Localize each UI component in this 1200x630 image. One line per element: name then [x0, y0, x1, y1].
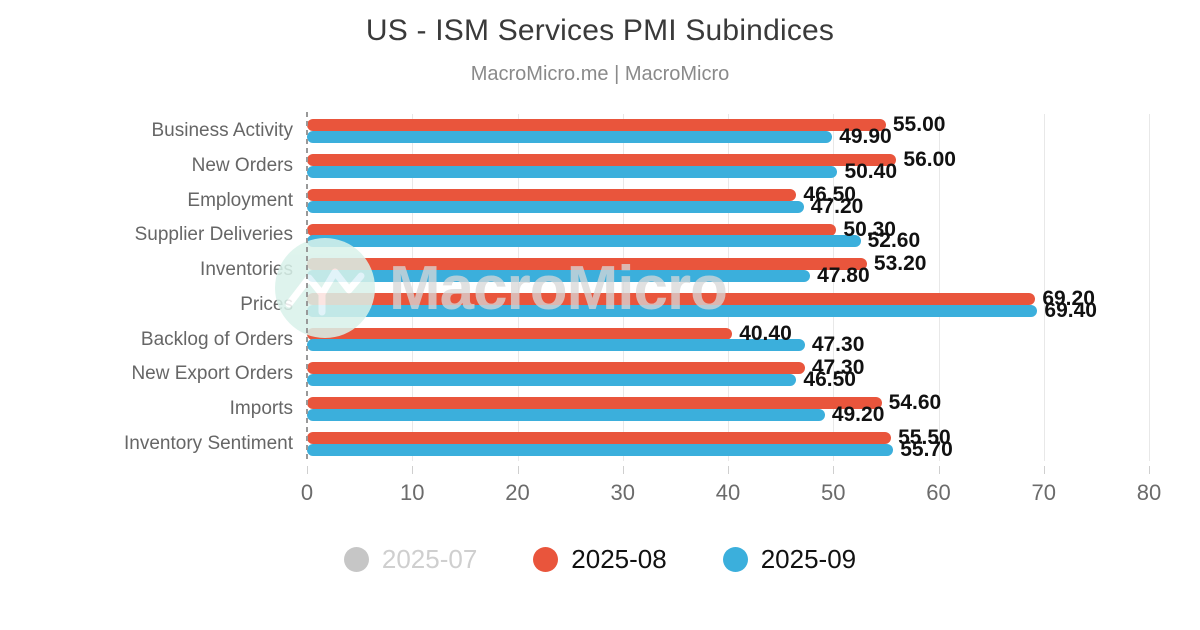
- bar[interactable]: [307, 374, 797, 387]
- gridline: [622, 114, 624, 461]
- gridline: [938, 114, 940, 461]
- x-axis-tick: [622, 466, 624, 474]
- x-axis-tick-label: 10: [400, 480, 425, 505]
- y-axis-label: Backlog of Orders: [140, 328, 293, 350]
- x-axis-tick-label: 40: [715, 480, 741, 505]
- legend-item[interactable]: 2025-09: [722, 544, 857, 575]
- bar-value-label: 55.50: [898, 425, 951, 449]
- y-axis-label: Inventory Sentiment: [124, 432, 293, 454]
- chart-title: US - ISM Services PMI Subindices: [365, 14, 835, 47]
- x-axis-tick: [412, 466, 414, 474]
- x-axis-tick-label: 70: [1031, 480, 1056, 505]
- bar[interactable]: [307, 223, 837, 236]
- y-axis-label: Supplier Deliveries: [134, 224, 293, 246]
- bar-value-label: 47.30: [811, 356, 865, 380]
- bar[interactable]: [307, 304, 1038, 317]
- bar[interactable]: [307, 235, 861, 248]
- x-axis-tick: [938, 466, 940, 474]
- legend[interactable]: 2025-07 2025-08 2025-09: [0, 544, 1200, 575]
- legend-label: 2025-07: [381, 544, 478, 574]
- legend-label: 2025-08: [571, 544, 667, 574]
- bar[interactable]: [307, 188, 797, 201]
- bar-value-label: 40.40: [739, 321, 792, 345]
- bar-value-label: 49.20: [831, 402, 885, 426]
- x-axis-tick-label: 30: [610, 480, 635, 505]
- gridline: [833, 114, 835, 461]
- y-axis-label: Employment: [187, 189, 293, 211]
- bar-value-label: 69.20: [1042, 286, 1095, 310]
- bar-value-label: 47.20: [810, 194, 864, 218]
- y-axis-label: Business Activity: [151, 120, 294, 142]
- bar[interactable]: [307, 131, 833, 144]
- legend-item[interactable]: 2025-08: [533, 544, 667, 575]
- bar-value-label: 55.00: [892, 113, 946, 137]
- bar[interactable]: [307, 165, 838, 178]
- bar[interactable]: [307, 362, 805, 375]
- bar-value-label: 56.00: [903, 148, 956, 172]
- bar-value-label: 53.20: [873, 252, 927, 276]
- bar[interactable]: [307, 154, 897, 167]
- x-axis-tick: [307, 466, 308, 474]
- gridline: [412, 114, 414, 461]
- x-axis-tick-label: 0: [300, 480, 314, 505]
- legend-item[interactable]: 2025-07: [343, 544, 478, 575]
- y-axis-line: [306, 112, 308, 463]
- bar[interactable]: [307, 258, 867, 271]
- chart-subtitle: MacroMicro.me | MacroMicro: [470, 63, 730, 85]
- bar-value-label: 55.70: [900, 437, 953, 461]
- y-axis-label: New Export Orders: [131, 363, 293, 385]
- plot-area: 55.00 49.90 56.00 50.40 46.50 47.20 50.30 52.60…: [307, 113, 1150, 461]
- bar-value-label: 52.60: [867, 229, 921, 253]
- y-axis-label: New Orders: [191, 155, 293, 177]
- bar[interactable]: [307, 292, 1036, 305]
- legend-color-swatch-icon: [722, 547, 748, 572]
- bar[interactable]: [307, 200, 804, 213]
- gridline: [517, 114, 519, 461]
- x-axis-tick: [1043, 466, 1045, 474]
- bar[interactable]: [307, 397, 882, 410]
- x-axis-tick-label: 80: [1136, 480, 1162, 505]
- legend-color-swatch-icon: [533, 547, 559, 572]
- bar[interactable]: [307, 327, 733, 340]
- bar[interactable]: [307, 270, 811, 283]
- y-axis-label: Prices: [240, 293, 293, 315]
- gridline: [1149, 114, 1150, 461]
- bar-value-label: 69.40: [1044, 298, 1097, 322]
- x-axis-tick-label: 50: [821, 480, 846, 505]
- x-axis-tick-label: 20: [505, 480, 530, 505]
- bar-value-label: 46.50: [803, 182, 856, 206]
- bar[interactable]: [307, 408, 825, 421]
- gridline: [728, 114, 729, 461]
- x-axis-tick: [517, 466, 519, 474]
- y-axis-label: Imports: [229, 397, 293, 419]
- gridline: [1043, 114, 1045, 461]
- bar-value-label: 47.80: [817, 264, 870, 288]
- bar[interactable]: [307, 339, 805, 352]
- bar[interactable]: [307, 119, 886, 132]
- x-axis-tick: [1149, 466, 1150, 474]
- x-axis-tick: [728, 466, 729, 474]
- bar-value-label: 54.60: [888, 391, 942, 415]
- x-axis: 0 10 20 30 40 50 60 70 80: [301, 466, 1161, 506]
- bar-value-label: 50.30: [843, 217, 896, 241]
- x-axis-tick-label: 60: [926, 480, 951, 505]
- y-axis-labels: Business Activity New Orders Employment Sup…: [0, 114, 293, 461]
- bar-value-label: 50.40: [844, 159, 898, 183]
- bar-value-label: 49.90: [839, 125, 892, 149]
- bar[interactable]: [307, 443, 894, 456]
- bar[interactable]: [307, 431, 892, 444]
- legend-label: 2025-09: [760, 544, 857, 574]
- bar-value-label: 46.50: [803, 368, 856, 392]
- legend-color-swatch-icon: [343, 547, 369, 572]
- y-axis-label: Inventories: [200, 259, 293, 281]
- x-axis-tick: [833, 466, 835, 474]
- bar-value-label: 47.30: [811, 333, 865, 357]
